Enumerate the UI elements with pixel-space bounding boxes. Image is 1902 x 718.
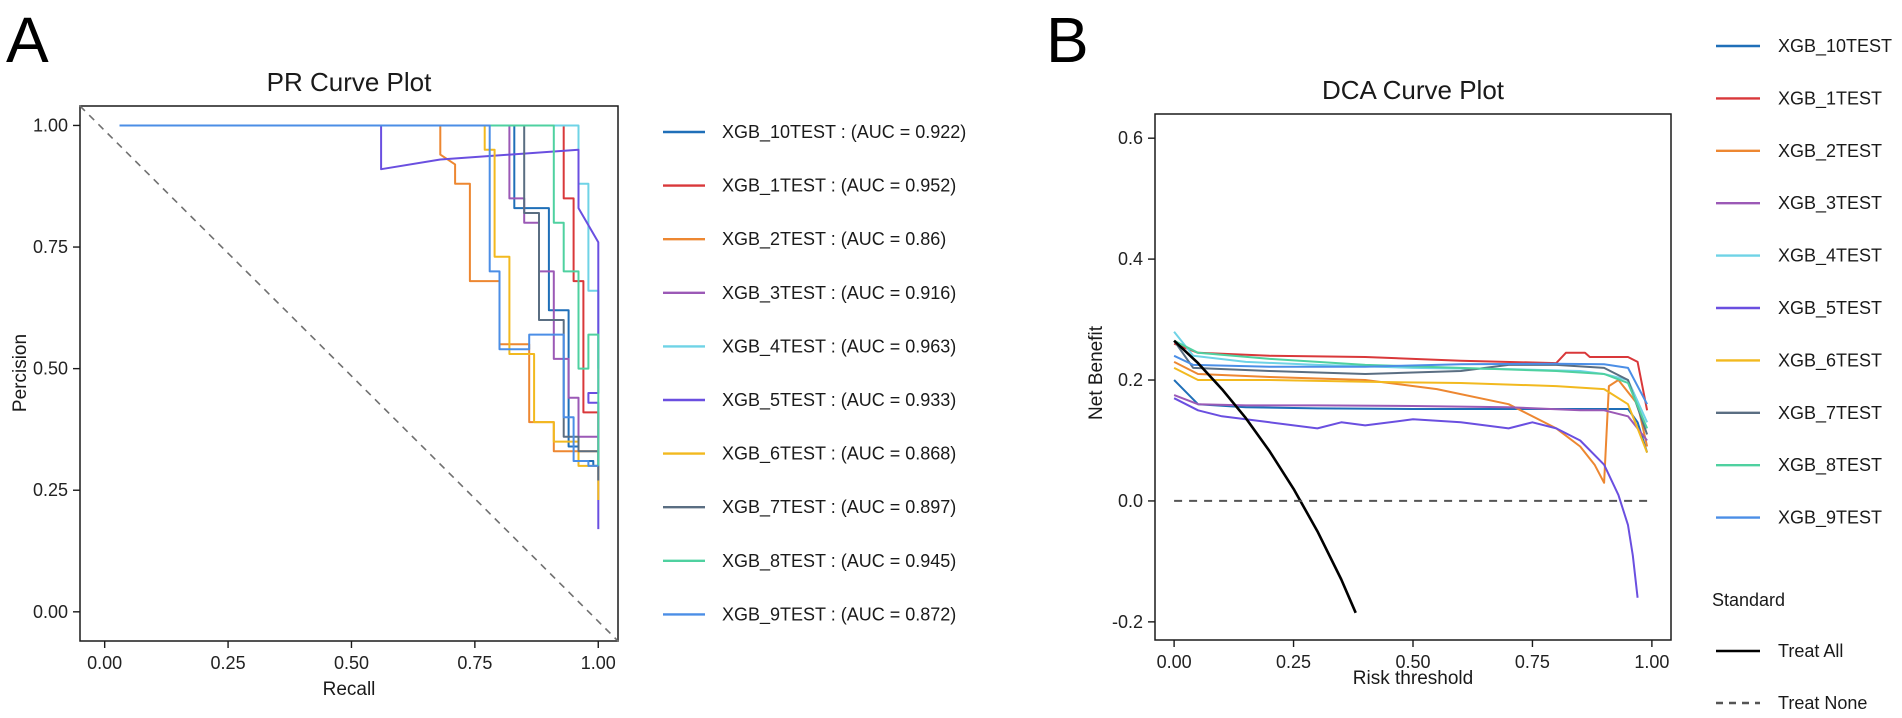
series-line-xgb-1test <box>1173 342 1649 411</box>
x-tick-label: 1.00 <box>581 653 616 673</box>
dca-y-axis-title: Net Benefit <box>1086 325 1107 420</box>
y-tick-label: 0.00 <box>33 602 68 622</box>
series-line-xgb-8test <box>119 124 600 466</box>
pr-axis-ticks: 0.00 0.25 0.50 0.75 1.00 0.00 0.25 0.50 0.75 1.00 <box>33 115 616 673</box>
legend-label: XGB_8TEST <box>1778 455 1882 476</box>
legend-label: XGB_4TEST : (AUC = 0.963) <box>722 336 956 357</box>
y-tick-label: 0.2 <box>1118 370 1143 390</box>
series-line-xgb-2test <box>119 124 600 461</box>
series-line-xgb-8test <box>1173 339 1649 429</box>
pr-legend: XGB_10TEST : (AUC = 0.922) XGB_1TEST : (A… <box>663 122 966 625</box>
diagonal-reference-line <box>79 105 619 642</box>
legend-label: XGB_3TEST <box>1778 193 1882 214</box>
pr-plot-frame <box>79 105 619 642</box>
series-line-xgb-9test <box>1173 354 1648 405</box>
y-tick-label: 1.00 <box>33 115 68 135</box>
pr-series-group <box>119 124 600 530</box>
legend-label: Treat All <box>1778 641 1843 661</box>
x-tick-label: 1.00 <box>1634 652 1669 672</box>
dca-legend: XGB_10TEST XGB_1TEST XGB_2TEST XGB_3TEST XGB… <box>1716 36 1892 713</box>
panel-b-letter: B <box>1046 4 1089 76</box>
legend-label: XGB_6TEST : (AUC = 0.868) <box>722 444 956 465</box>
legend-label: XGB_7TEST <box>1778 403 1882 424</box>
series-line-xgb-6test <box>1173 367 1649 453</box>
legend-label: XGB_1TEST : (AUC = 0.952) <box>722 176 956 197</box>
pr-y-axis-title: Percision <box>10 334 31 412</box>
y-tick-label: -0.2 <box>1112 612 1143 632</box>
dca-plot-title: DCA Curve Plot <box>1322 75 1505 105</box>
pr-plot-title: PR Curve Plot <box>267 67 432 97</box>
x-tick-label: 0.50 <box>334 653 369 673</box>
x-tick-label: 0.25 <box>211 653 246 673</box>
series-line-treat-treat-all <box>1173 339 1357 614</box>
legend-label: XGB_5TEST <box>1778 298 1882 319</box>
legend-label: XGB_8TEST : (AUC = 0.945) <box>722 551 956 572</box>
legend-label: XGB_4TEST <box>1778 246 1882 267</box>
y-tick-label: 0.25 <box>33 480 68 500</box>
series-line-xgb-6test <box>119 124 600 500</box>
y-tick-label: 0.50 <box>33 359 68 379</box>
dca-x-axis-title: Risk threshold <box>1353 668 1473 689</box>
pr-reference-line <box>79 105 619 642</box>
series-line-xgb-5test <box>119 124 600 530</box>
series-line-xgb-2test <box>1173 361 1649 484</box>
x-tick-label: 0.25 <box>1276 652 1311 672</box>
dca-axis-ticks: 0.00 0.25 0.50 0.75 1.00 -0.2 0.0 0.2 0.4 0.6 <box>1112 128 1669 672</box>
legend-label: XGB_2TEST <box>1778 141 1882 162</box>
series-line-xgb-3test <box>119 124 599 438</box>
series-line-xgb-10test <box>119 124 599 467</box>
pr-x-axis-title: Recall <box>323 679 376 700</box>
legend-label: XGB_9TEST : (AUC = 0.872) <box>722 604 956 625</box>
x-tick-label: 0.75 <box>1515 652 1550 672</box>
series-line-xgb-9test <box>119 124 599 467</box>
legend-label: XGB_6TEST <box>1778 350 1882 371</box>
dca-curve-panel: B DCA Curve Plot 0.00 0.25 0.50 0.75 1.00 -0.… <box>1046 4 1892 713</box>
series-line-xgb-4test <box>119 124 600 369</box>
x-tick-label: 0.00 <box>1157 652 1192 672</box>
dca-legend-heading: Standard <box>1712 590 1785 610</box>
legend-label: XGB_3TEST : (AUC = 0.916) <box>722 283 956 304</box>
legend-label: XGB_2TEST : (AUC = 0.86) <box>722 229 946 250</box>
x-tick-label: 0.50 <box>1395 652 1430 672</box>
y-tick-label: 0.6 <box>1118 128 1143 148</box>
legend-label: XGB_10TEST <box>1778 36 1892 57</box>
dca-series-group <box>1173 331 1652 614</box>
y-tick-label: 0.0 <box>1118 491 1143 511</box>
series-line-xgb-1test <box>119 124 600 452</box>
x-tick-label: 0.00 <box>87 653 122 673</box>
legend-label: XGB_5TEST : (AUC = 0.933) <box>722 390 956 411</box>
legend-label: XGB_9TEST <box>1778 508 1882 529</box>
series-line-xgb-5test <box>1173 397 1639 598</box>
dca-plot-frame <box>1154 113 1672 641</box>
legend-label: XGB_7TEST : (AUC = 0.897) <box>722 497 956 518</box>
legend-label: XGB_1TEST <box>1778 88 1882 109</box>
pr-curve-panel: A PR Curve Plot 0.00 0.25 0.50 0.75 1.000.00… <box>6 4 966 700</box>
y-tick-label: 0.75 <box>33 237 68 257</box>
legend-label: XGB_10TEST : (AUC = 0.922) <box>722 122 966 143</box>
series-line-xgb-7test <box>119 124 600 481</box>
series-line-xgb-3test <box>1173 394 1648 442</box>
y-tick-label: 0.4 <box>1118 249 1143 269</box>
x-tick-label: 0.75 <box>457 653 492 673</box>
panel-a-letter: A <box>6 4 49 76</box>
legend-label: Treat None <box>1778 693 1867 713</box>
